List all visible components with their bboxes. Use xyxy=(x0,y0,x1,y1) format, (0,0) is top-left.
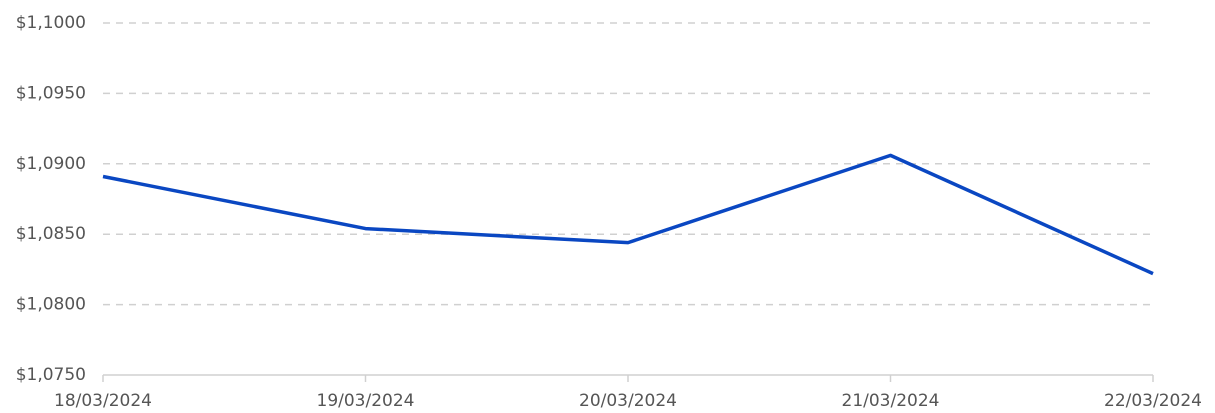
x-tick-label: 19/03/2024 xyxy=(317,391,415,411)
y-tick-label: $1,0950 xyxy=(16,83,86,103)
y-tick-label: $1,0750 xyxy=(16,365,86,385)
y-tick-label: $1,0800 xyxy=(16,295,86,315)
y-tick-label: $1,1000 xyxy=(16,13,86,33)
x-tick-label: 21/03/2024 xyxy=(842,391,940,411)
line xyxy=(102,153,1154,276)
x-tick-label: 20/03/2024 xyxy=(579,391,677,411)
y-tick-label: $1,0850 xyxy=(16,224,86,244)
x-tick-label: 18/03/2024 xyxy=(54,391,152,411)
x-tick-label: 22/03/2024 xyxy=(1104,391,1202,411)
y-tick-label: $1,0900 xyxy=(16,154,86,174)
